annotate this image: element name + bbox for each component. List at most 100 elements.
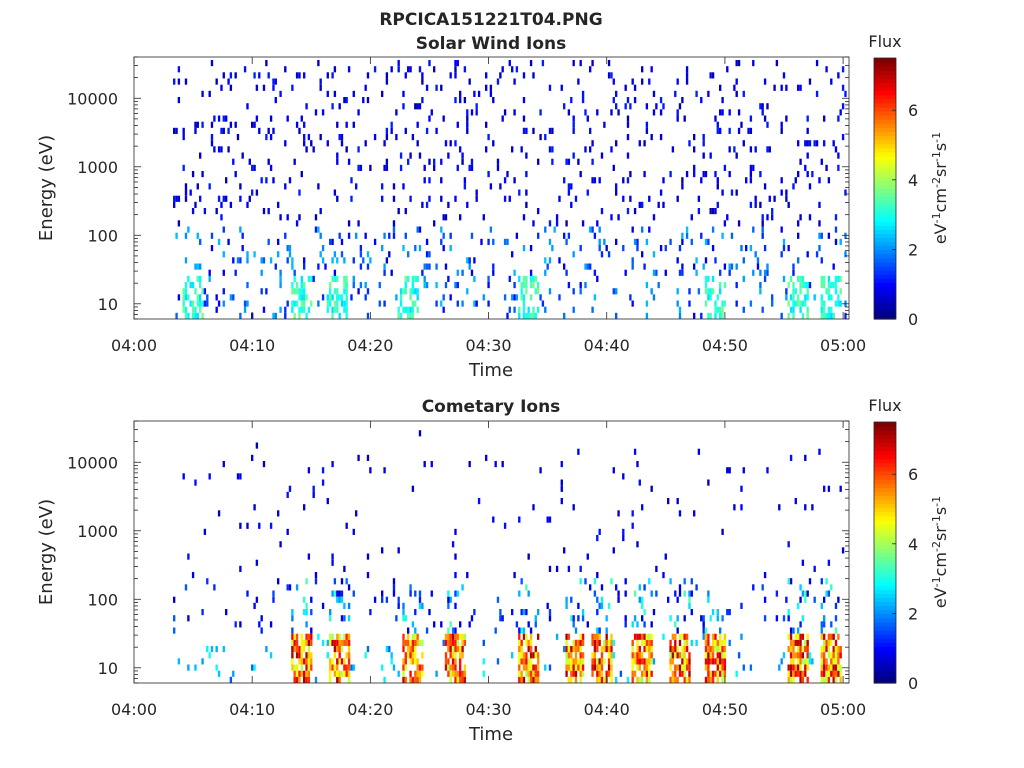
heatmap-cell [243, 300, 247, 307]
heatmap-cell [402, 646, 405, 653]
heatmap-cell [551, 127, 554, 134]
heatmap-cell [293, 670, 296, 677]
heatmap-cell [234, 72, 237, 79]
heatmap-cell [711, 208, 715, 215]
heatmap-cell [284, 183, 287, 190]
colorbar-segment [874, 613, 896, 619]
heatmap-cell [799, 584, 802, 591]
heatmap-cell [267, 127, 270, 134]
heatmap-cell [199, 294, 202, 301]
heatmap-cell [721, 306, 724, 313]
heatmap-cell [442, 306, 445, 313]
heatmap-cell [702, 263, 705, 270]
heatmap-cell [284, 312, 287, 319]
heatmap-cell [709, 208, 712, 215]
heatmap-cell [525, 639, 528, 646]
heatmap-cell [799, 639, 802, 646]
heatmap-cell [830, 652, 833, 659]
heatmap-cell [492, 238, 495, 245]
heatmap-cell [295, 652, 299, 659]
heatmap-cell [303, 670, 306, 677]
heatmap-cell [454, 72, 457, 79]
heatmap-cell [678, 510, 682, 517]
heatmap-cell [648, 676, 651, 683]
heatmap-cell [579, 664, 582, 671]
heatmap-cell [305, 103, 308, 110]
heatmap-cell [567, 676, 571, 683]
heatmap-cell [366, 454, 370, 461]
heatmap-cell [567, 658, 571, 665]
heatmap-cometary [173, 430, 845, 683]
heatmap-cell [321, 257, 325, 264]
heatmap-cell [645, 676, 649, 683]
heatmap-cell [428, 115, 431, 122]
heatmap-cell [404, 615, 407, 622]
heatmap-cell [300, 282, 303, 289]
heatmap-cell [591, 177, 594, 184]
heatmap-cell [825, 646, 828, 653]
heatmap-cell [688, 664, 691, 671]
heatmap-cell [425, 201, 429, 208]
heatmap-cell [607, 664, 611, 671]
heatmap-cell [338, 312, 341, 319]
heatmap-cell [827, 676, 831, 683]
heatmap-cell [615, 183, 618, 190]
heatmap-cell [407, 306, 410, 313]
heatmap-cell [234, 171, 237, 178]
heatmap-cell [742, 664, 745, 671]
heatmap-cell [650, 646, 653, 653]
heatmap-cell [463, 633, 467, 640]
heatmap-cell [402, 90, 405, 97]
heatmap-cell [409, 646, 412, 653]
heatmap-cell [716, 639, 719, 646]
heatmap-cell [837, 300, 840, 307]
heatmap-cell [709, 152, 712, 159]
heatmap-cell [683, 646, 686, 653]
heatmap-cell [459, 97, 462, 104]
heatmap-cell [338, 652, 341, 659]
x-tick-label: 04:10 [229, 336, 275, 355]
heatmap-cell [671, 658, 675, 665]
heatmap-cell [503, 522, 507, 529]
heatmap-cell [652, 609, 656, 616]
heatmap-cell [707, 590, 710, 597]
heatmap-cell [820, 627, 823, 634]
heatmap-cell [284, 232, 287, 239]
heatmap-cell [544, 269, 547, 276]
heatmap-cell [834, 282, 838, 289]
heatmap-cell [652, 269, 656, 276]
heatmap-cell [463, 639, 467, 646]
heatmap-cell [763, 615, 767, 622]
heatmap-cell [366, 646, 370, 653]
heatmap-cell [291, 664, 294, 671]
heatmap-cell [477, 498, 481, 505]
colorbar-segment [874, 192, 896, 198]
heatmap-cell [785, 84, 788, 91]
heatmap-cell [423, 177, 426, 184]
heatmap-cell [716, 658, 719, 665]
heatmap-cell [392, 183, 396, 190]
heatmap-cell [336, 158, 339, 165]
heatmap-cell [676, 195, 679, 202]
heatmap-cell [806, 152, 809, 159]
heatmap-cell [199, 275, 202, 282]
heatmap-cell [834, 639, 838, 646]
heatmap-cell [834, 146, 838, 153]
heatmap-cell [574, 664, 578, 671]
heatmap-cell [830, 78, 833, 85]
heatmap-cell [681, 238, 684, 245]
heatmap-cell [818, 232, 821, 239]
heatmap-cell [175, 195, 178, 202]
heatmap-cell [737, 652, 741, 659]
heatmap-cell [456, 670, 459, 677]
x-tick-label: 04:50 [702, 700, 748, 719]
heatmap-cell [655, 565, 658, 572]
heatmap-cell [329, 288, 332, 295]
heatmap-cell [804, 639, 807, 646]
heatmap-cell [317, 633, 320, 640]
heatmap-cell [508, 60, 511, 67]
colorbar-segment [874, 458, 896, 464]
heatmap-cell [310, 652, 313, 659]
heatmap-cell [570, 652, 573, 659]
heatmap-cell [565, 658, 568, 665]
